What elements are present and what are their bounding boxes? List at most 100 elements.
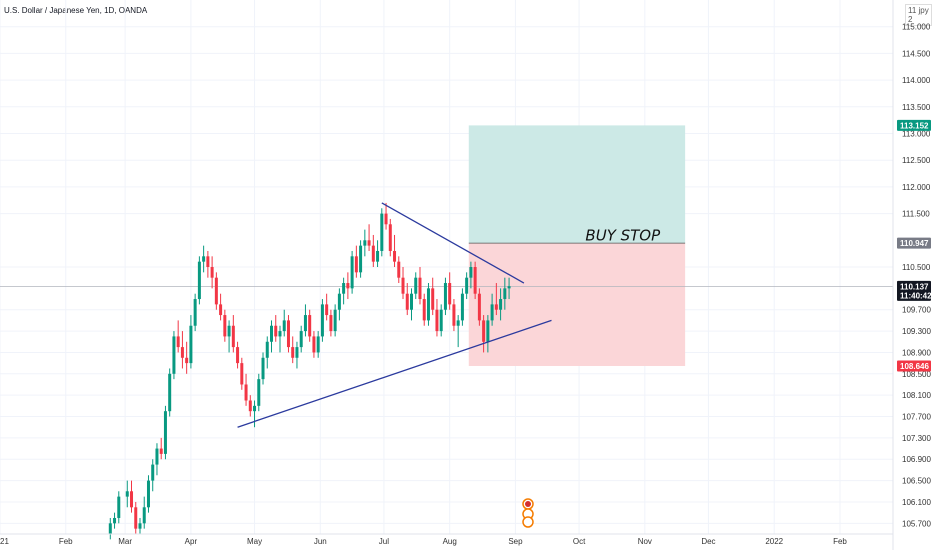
candle	[418, 267, 422, 305]
candle-body	[189, 325, 193, 364]
candle-body	[410, 293, 414, 310]
candle	[329, 309, 333, 337]
candle-body	[274, 325, 278, 337]
candle	[265, 336, 269, 369]
candle	[291, 336, 295, 364]
candle-body	[312, 336, 316, 353]
candle-body	[325, 304, 329, 316]
candle	[477, 288, 481, 326]
candle-body	[426, 288, 430, 321]
candle-body	[329, 315, 333, 332]
candle-body	[286, 320, 290, 348]
candle-body	[486, 320, 490, 342]
triangle-drawings[interactable]	[237, 202, 552, 428]
time-tick-label: Jun	[314, 537, 327, 546]
candle	[494, 283, 498, 316]
candle-body	[176, 336, 180, 348]
buy-stop-annotation[interactable]: BUY STOP	[585, 226, 661, 244]
candle	[244, 373, 248, 406]
price-tick-label: 111.500	[902, 210, 930, 219]
price-axis[interactable]: 115.000 114.500 114.000 113.500 113.000 112.5…	[902, 23, 931, 529]
triangle-upper-line[interactable]	[381, 202, 525, 284]
price-tick-label: 107.700	[902, 413, 931, 422]
candle	[113, 512, 117, 529]
candle-body	[159, 448, 163, 454]
candle	[490, 293, 494, 326]
candle	[333, 304, 337, 337]
candle	[295, 341, 299, 369]
candle	[197, 256, 201, 305]
candle	[410, 288, 414, 321]
candle-body	[134, 507, 138, 529]
candle-body	[117, 496, 121, 518]
candle-body	[130, 491, 134, 508]
candle	[325, 293, 329, 321]
candle	[240, 357, 244, 390]
candle-body	[295, 347, 299, 358]
candle	[469, 261, 473, 289]
candle-body	[384, 213, 388, 225]
candle	[443, 277, 447, 316]
stop-price-tag-bg	[897, 360, 931, 372]
event-icons[interactable]	[522, 498, 534, 528]
candle	[189, 315, 193, 369]
candle	[405, 283, 409, 316]
candle	[142, 496, 146, 529]
candle-body	[231, 325, 235, 348]
earnings-event-icon[interactable]	[522, 516, 534, 528]
candle-body	[422, 299, 426, 321]
candle-body	[146, 480, 150, 508]
candle	[286, 315, 290, 353]
candle-body	[499, 299, 503, 310]
time-axis[interactable]: 2021 Feb Mar Apr May Jun Jul Aug Sep Oct Nov Dec 202…	[0, 537, 847, 546]
candle-body	[452, 304, 456, 326]
candle-body	[299, 331, 303, 348]
grid	[0, 0, 893, 534]
price-tick-label: 115.000	[902, 23, 931, 32]
candle-body	[507, 286, 511, 289]
candle-body	[180, 347, 184, 358]
candle	[371, 234, 375, 267]
candle	[354, 245, 358, 278]
candle-body	[465, 277, 469, 294]
triangle-lower-line[interactable]	[237, 319, 552, 428]
candle	[146, 475, 150, 513]
candle-body	[142, 507, 146, 524]
time-tick-label: 2022	[765, 537, 783, 546]
target-zone[interactable]	[468, 125, 686, 244]
price-tick-label: 106.900	[902, 455, 931, 464]
stop-price-tag-value: 108.646	[900, 362, 929, 371]
candle	[299, 325, 303, 353]
price-tick-label: 114.500	[902, 49, 931, 58]
currency-badge[interactable]: 11 jpy 2	[905, 4, 932, 26]
flag-event-dot	[525, 501, 531, 507]
candle	[499, 288, 503, 321]
candle-body	[350, 256, 354, 289]
candle	[397, 256, 401, 284]
time-tick-label: Sep	[508, 537, 523, 546]
time-tick-label: Apr	[185, 537, 198, 546]
candle	[231, 315, 235, 353]
candle	[248, 395, 252, 417]
candle-body	[253, 405, 257, 412]
candle-body	[168, 373, 172, 412]
time-tick-label: Feb	[833, 537, 847, 546]
candle-body	[236, 347, 240, 364]
candle	[388, 218, 392, 257]
entry-price-tag: 110.947	[897, 237, 931, 249]
candle	[134, 501, 138, 534]
candle	[108, 517, 112, 540]
time-tick-label: Jul	[379, 537, 389, 546]
candle	[414, 272, 418, 300]
candle-body	[460, 293, 464, 321]
entry-price-tag-value: 110.947	[900, 239, 929, 248]
candle-body	[431, 288, 435, 310]
time-tick-label: Feb	[59, 537, 73, 546]
candle	[350, 250, 354, 294]
candle-body	[172, 336, 176, 374]
candle	[172, 331, 176, 380]
candle	[130, 480, 134, 513]
price-tick-label: 108.100	[902, 391, 931, 400]
